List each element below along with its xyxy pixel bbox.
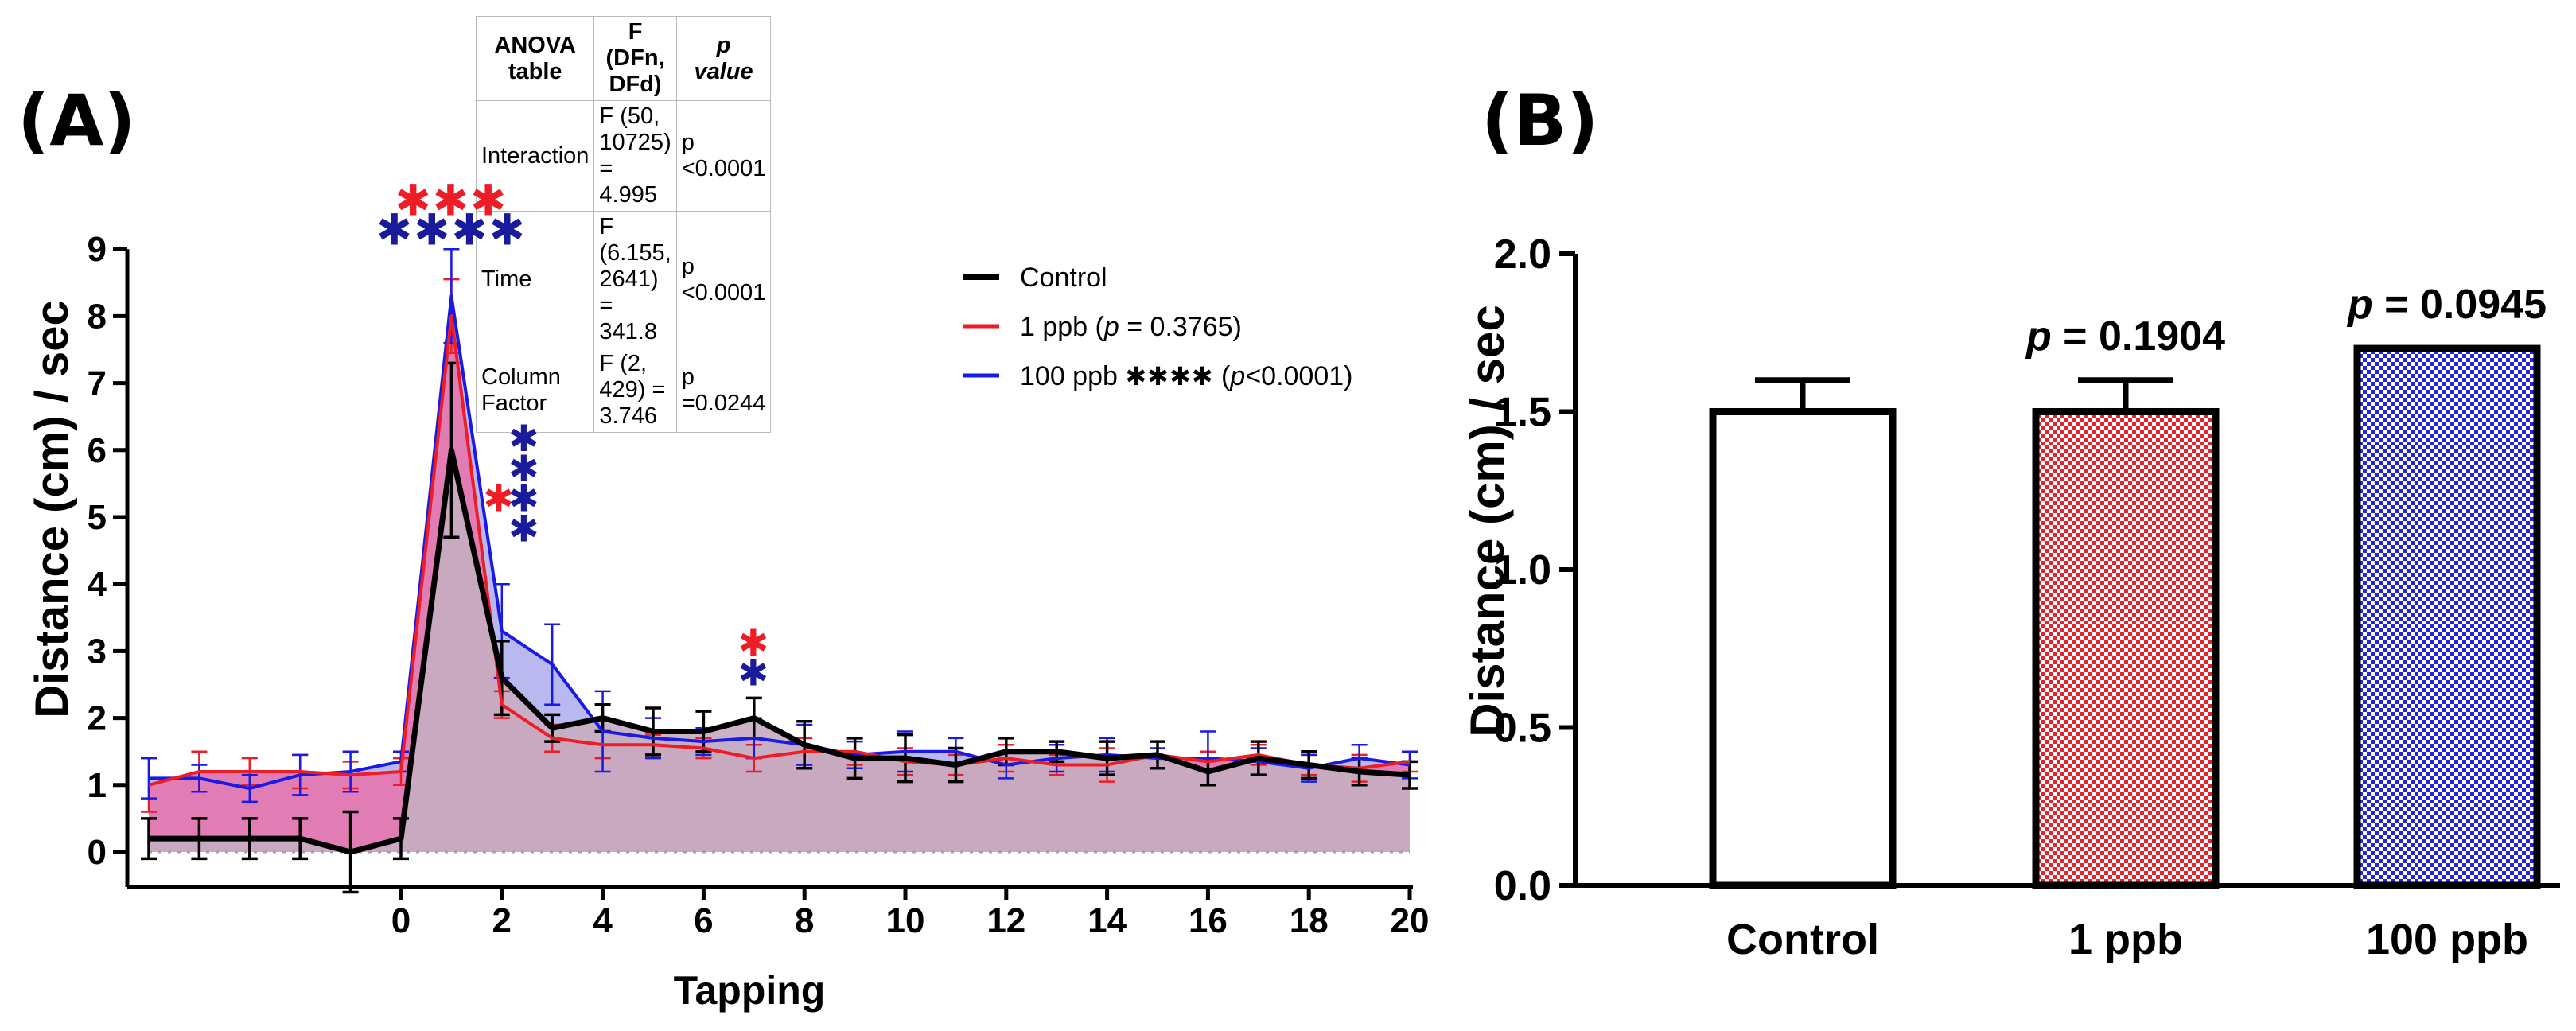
- x-tick-label-a: 14: [1088, 901, 1127, 940]
- legend-label-control: Control: [1020, 263, 1107, 293]
- x-tick-label-a: 20: [1391, 901, 1430, 940]
- x-tick-label-a: 0: [391, 901, 411, 940]
- legend-text: (: [1214, 361, 1231, 391]
- panel-a-label: (A): [18, 80, 136, 161]
- anova-table: ANOVA table F (DFn, DFd) p value Interac…: [475, 16, 772, 433]
- series-line-control: [149, 447, 1411, 855]
- anova-row-f: F (2, 429) = 3.746: [593, 348, 677, 433]
- bar-p-label: p = 0.1904: [2025, 313, 2225, 360]
- x-tick-label-a: 12: [986, 901, 1025, 940]
- x-tick-label-a: 10: [886, 901, 925, 940]
- significance-stars: ✱✱✱✱: [376, 205, 527, 255]
- significance-stars: ✱: [483, 477, 516, 520]
- x-tick-label-a: 4: [593, 901, 613, 940]
- x-tick-label-a: 16: [1189, 901, 1228, 940]
- legend-text: <0.0001): [1245, 361, 1352, 391]
- legend-label-ppb1: 1 ppb (p = 0.3765): [1020, 312, 1242, 342]
- y-tick-label-a: 7: [88, 364, 107, 403]
- y-axis-label-a: Distance (cm) / sec: [26, 300, 78, 718]
- anova-row-p: p <0.0001: [675, 211, 772, 348]
- anova-row-name: Interaction: [475, 100, 595, 212]
- significance-stars: ✱: [508, 508, 541, 551]
- anova-row-p: p <0.0001: [675, 100, 772, 212]
- legend-stars: ✱✱✱✱: [1125, 361, 1213, 391]
- x-tick-label-a: 6: [694, 901, 713, 940]
- y-tick-label-b: 0.5: [1494, 706, 1551, 752]
- bar-p-label: p = 0.0945: [2346, 282, 2547, 328]
- x-tick-label-a: 8: [795, 901, 814, 940]
- anova-header-f: F (DFn, DFd): [593, 16, 677, 101]
- legend-label-ppb100: 100 ppb ✱✱✱✱ (p<0.0001): [1020, 361, 1352, 391]
- y-tick-label-b: 2.0: [1494, 231, 1551, 278]
- legend-text: = 0.3765): [1119, 312, 1242, 342]
- legend-p-italic: p: [1103, 312, 1119, 342]
- legend-p-italic: p: [1229, 361, 1245, 391]
- y-tick-label-b: 0.0: [1494, 863, 1551, 909]
- series-line-ppb100: [149, 294, 1411, 791]
- bar-chart-b: 0.0 0.5 1.0 1.5 2.0 Distance (cm) / sec Contro…: [1461, 231, 2560, 963]
- bar-1: [2032, 408, 2220, 889]
- anova-row-f: F (6.155, 2641) = 341.8: [593, 211, 677, 348]
- y-tick-label-b: 1.0: [1494, 547, 1551, 593]
- significance-stars: ✱: [508, 417, 541, 460]
- anova-row-f: F (50, 10725) = 4.995: [593, 100, 677, 212]
- legend-text: Control: [1020, 263, 1107, 293]
- x-tick-label-a: 18: [1290, 901, 1329, 940]
- anova-row-p: p =0.0244: [675, 348, 772, 433]
- category-label: 100 ppb: [2366, 916, 2528, 963]
- significance-stars: ✱✱✱: [395, 176, 508, 226]
- significance-stars: ✱: [508, 477, 541, 520]
- bar-p-value: = 0.1904: [2052, 313, 2225, 360]
- significance-stars: ✱: [508, 447, 541, 490]
- y-tick-label-a: 0: [88, 833, 107, 872]
- anova-header-p-text: p value: [694, 32, 753, 84]
- significance-stars: ✱: [738, 652, 771, 694]
- series-line-ppb1: [148, 314, 1411, 787]
- y-tick-label-a: 6: [88, 431, 107, 470]
- bar-0: [1709, 408, 1897, 889]
- legend-text: 100 ppb: [1020, 361, 1125, 391]
- anova-row-name: Column Factor: [475, 348, 595, 433]
- significance-stars: ✱: [738, 621, 771, 664]
- anova-header-p: p value: [675, 16, 772, 101]
- bar-2: [2353, 344, 2541, 889]
- anova-row-name: Time: [475, 211, 595, 348]
- y-tick-label-a: 4: [88, 565, 107, 604]
- legend-text: 1 ppb (: [1020, 312, 1105, 342]
- y-tick-label-a: 2: [88, 699, 107, 738]
- y-tick-label-a: 9: [88, 230, 107, 269]
- x-tick-label-a: 2: [492, 901, 512, 940]
- y-tick-label-a: 1: [88, 766, 107, 805]
- bar-p-italic: p: [2346, 282, 2373, 328]
- y-tick-label-a: 5: [88, 498, 107, 537]
- area-control: [149, 449, 1410, 852]
- bar-p-value: = 0.0945: [2373, 282, 2547, 328]
- y-tick-label-a: 8: [88, 297, 107, 336]
- bar-p-italic: p: [2025, 313, 2052, 360]
- y-tick-label-b: 1.5: [1494, 390, 1551, 436]
- y-tick-label-a: 3: [88, 632, 107, 671]
- y-axis-label-b: Distance (cm) / sec: [1461, 305, 1514, 737]
- anova-header-name: ANOVA table: [475, 16, 595, 101]
- panel-b-label: (B): [1481, 80, 1599, 161]
- x-axis-label-a: Tapping: [674, 968, 826, 1013]
- category-label: Control: [1726, 916, 1879, 963]
- category-label: 1 ppb: [2068, 916, 2183, 963]
